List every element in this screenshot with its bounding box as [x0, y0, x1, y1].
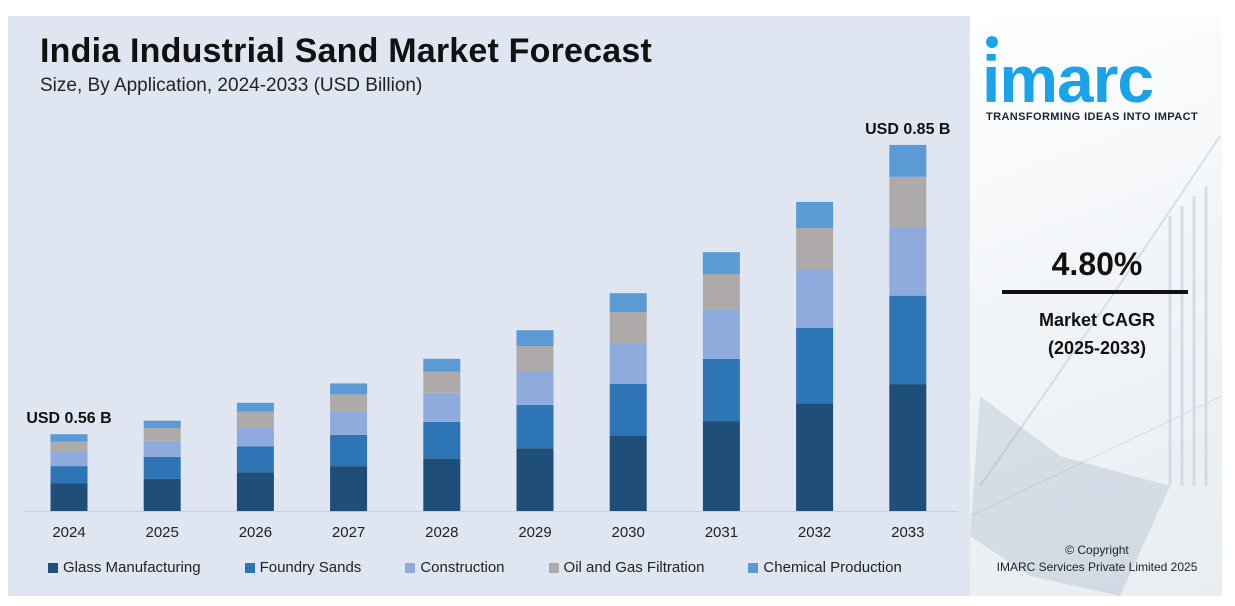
- bar-segment-2027-4: [330, 383, 368, 395]
- legend-item-0: Glass Manufacturing: [48, 559, 201, 576]
- bar-segment-2024-0: [50, 483, 88, 511]
- bar-segment-2032-0: [796, 403, 834, 511]
- bar-segment-2031-2: [702, 309, 740, 359]
- legend-label: Oil and Gas Filtration: [563, 559, 705, 576]
- bar-segment-2024-4: [50, 434, 88, 442]
- bar-segment-2025-3: [143, 427, 181, 441]
- bar-segment-2033-4: [889, 144, 927, 177]
- bar-segment-2030-1: [609, 383, 647, 436]
- cagr-value: 4.80%: [1051, 246, 1143, 282]
- chart-title: India Industrial Sand Market Forecast: [40, 32, 652, 70]
- bar-segment-2026-0: [236, 472, 274, 511]
- x-tick-label-2030: 2030: [612, 524, 645, 541]
- bar-segment-2026-3: [236, 411, 274, 428]
- bar-segment-2029-4: [516, 330, 554, 347]
- bar-segment-2032-3: [796, 228, 834, 270]
- chart-subtitle: Size, By Application, 2024-2033 (USD Bil…: [40, 75, 423, 96]
- legend-item-2: Construction: [405, 559, 505, 576]
- bar-segment-2029-3: [516, 346, 554, 372]
- bar-segment-2024-3: [50, 441, 88, 452]
- bar-segment-2024-2: [50, 451, 88, 467]
- bar-segment-2031-4: [702, 252, 740, 274]
- bar-segment-2031-3: [702, 273, 740, 310]
- x-tick-label-2027: 2027: [332, 524, 365, 541]
- imarc-logo: imarc: [982, 36, 1154, 114]
- legend-swatch: [548, 562, 559, 573]
- x-tick-label-2033: 2033: [891, 524, 924, 541]
- bar-segment-2033-2: [889, 227, 927, 296]
- bar-segment-2031-1: [702, 358, 740, 422]
- data-label-2033: USD 0.85 B: [865, 121, 950, 138]
- bar-segment-2030-3: [609, 312, 647, 344]
- decorative-chart-background: [970, 135, 1222, 596]
- bar-segment-2026-2: [236, 427, 274, 447]
- bar-segment-2032-1: [796, 328, 834, 404]
- bar-segment-2033-3: [889, 176, 927, 228]
- legend-swatch: [405, 562, 416, 573]
- legend-swatch: [48, 562, 58, 573]
- bar-segment-2030-2: [609, 343, 647, 384]
- bar-segment-2025-1: [143, 456, 181, 479]
- bar-segment-2029-1: [516, 404, 554, 449]
- x-tick-label-2031: 2031: [705, 524, 738, 541]
- bar-segment-2028-1: [423, 421, 461, 459]
- legend-label: Chemical Production: [763, 559, 902, 576]
- bar-segment-2025-2: [143, 441, 181, 457]
- cagr-divider: [1002, 290, 1188, 294]
- x-tick-label-2026: 2026: [239, 524, 272, 541]
- cagr-label: Market CAGR: [1038, 310, 1156, 330]
- bar-segment-2030-4: [609, 293, 647, 313]
- cagr-period: (2025-2033): [1047, 338, 1147, 358]
- logo-wordmark: imarc: [982, 42, 1153, 114]
- x-tick-label-2028: 2028: [425, 524, 458, 541]
- bar-segment-2029-2: [516, 371, 554, 405]
- legend-item-1: Foundry Sands: [244, 559, 362, 576]
- copyright-notice: © Copyright: [1065, 543, 1129, 557]
- x-tick-label-2029: 2029: [518, 524, 551, 541]
- legend-item-3: Oil and Gas Filtration: [548, 559, 705, 576]
- bar-segment-2027-0: [330, 466, 368, 512]
- bar-segment-2031-0: [702, 421, 740, 511]
- legend-label: Foundry Sands: [259, 559, 362, 576]
- x-tick-label-2025: 2025: [146, 524, 179, 541]
- bar-segment-2027-2: [330, 411, 368, 435]
- bar-segment-2025-0: [143, 478, 181, 511]
- bar-segment-2032-4: [796, 201, 834, 228]
- bar-segment-2029-0: [516, 448, 554, 511]
- legend-item-4: Chemical Production: [748, 559, 902, 576]
- bar-segment-2026-4: [236, 402, 274, 412]
- bar-segment-2025-4: [143, 420, 181, 428]
- bar-segment-2028-3: [423, 371, 461, 393]
- legend-label: Glass Manufacturing: [63, 559, 201, 576]
- bar-segment-2030-0: [609, 436, 647, 511]
- bar-segment-2033-0: [889, 384, 927, 511]
- bar-segment-2032-2: [796, 270, 834, 328]
- bar-segment-2027-1: [330, 434, 368, 467]
- bar-segment-2026-1: [236, 446, 274, 473]
- legend-swatch: [244, 562, 255, 573]
- data-label-2024: USD 0.56 B: [26, 410, 111, 427]
- chart-panel: India Industrial Sand Market Forecast Si…: [8, 16, 970, 596]
- brand-tagline: TRANSFORMING IDEAS INTO IMPACT: [986, 111, 1199, 123]
- side-panel: imarc TRANSFORMING IDEAS INTO IMPACT 4.8…: [970, 16, 1222, 596]
- x-tick-label-2024: 2024: [52, 524, 85, 541]
- bar-segment-2028-4: [423, 358, 461, 372]
- bar-segment-2033-1: [889, 295, 927, 385]
- bar-segment-2028-2: [423, 392, 461, 422]
- bar-segment-2024-1: [50, 466, 88, 484]
- chart-legend: Glass Manufacturing Foundry Sands Construc…: [48, 559, 902, 576]
- x-tick-label-2032: 2032: [798, 524, 831, 541]
- legend-label: Construction: [420, 559, 505, 576]
- legend-swatch: [748, 562, 759, 573]
- stacked-bar-chart: 2024 2025 2026 2027 2028 2029 2030 2031 2032 2033…: [24, 121, 958, 541]
- bar-segment-2027-3: [330, 394, 368, 412]
- bar-segment-2028-0: [423, 458, 461, 511]
- copyright-company: IMARC Services Private Limited 2025: [996, 560, 1198, 574]
